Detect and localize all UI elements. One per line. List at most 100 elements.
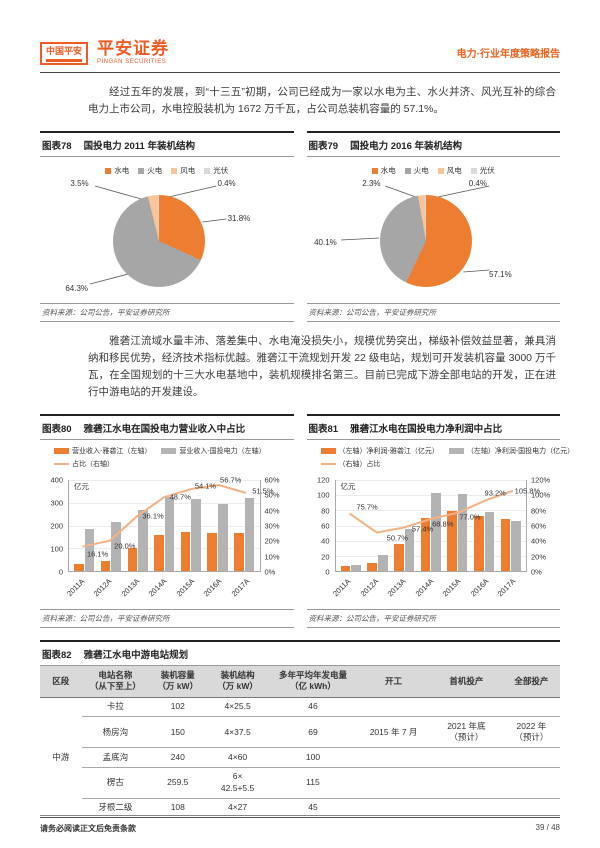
figure-79: 图表79 国投电力 2016 年装机结构 水电 火电 风电 光伏 57.1% 40.1% 2… (306, 131, 561, 322)
table-cell: 卡拉 (106, 701, 124, 712)
bar-group (417, 480, 444, 571)
legend-row: 营业收入-雅砻江（左轴） 营业收入-国投电力（左轴） (40, 446, 294, 456)
table-cell: 6× 42.5+5.5 (206, 766, 269, 799)
axis-tick: 120% (531, 475, 551, 485)
gridline (69, 548, 260, 550)
gridline (335, 495, 526, 497)
legend-swatch (54, 463, 69, 465)
pie-chart (379, 195, 472, 287)
leader-line (462, 269, 489, 273)
pie-chart-2016: 水电 火电 风电 光伏 57.1% 40.1% 2.3% 0.4% (307, 165, 561, 300)
bar (127, 548, 138, 571)
table-cell (357, 747, 430, 768)
legend-item: （右轴）占比 (320, 459, 381, 469)
table-header-cell: 多年平均年发电量 （亿 kWh） (268, 666, 358, 698)
legend-swatch (404, 167, 411, 174)
x-axis-label: 2016A (201, 576, 224, 599)
figure-78-header: 图表78 国投电力 2011 年装机结构 (40, 131, 294, 157)
bar (447, 511, 457, 571)
table-row: 孟底沟 240 4×60 100 (40, 747, 560, 768)
table-cell: 240 (149, 747, 207, 768)
pie-slice-label: 2.3% (362, 179, 381, 188)
legend-label: 风电 (446, 166, 462, 175)
figure-title: 雅砻江水电在国投电力净利润中占比 (350, 424, 503, 435)
x-axis-label: 2017A (229, 576, 252, 599)
y-axis-left: 0 20 40 60 80 100 120 (307, 476, 333, 577)
pie-legend: 水电 火电 风电 光伏 (307, 165, 561, 176)
table-cell: 259.5 (149, 766, 207, 799)
table-cell (429, 797, 503, 818)
source-note: 资料来源：公司公告，平安证券研究所 (40, 303, 294, 322)
plot-area: 亿元 75.7% 50.7% 57.4% 68.8% 77.0% 93.2% 105.8% (334, 480, 540, 572)
table-cell: 150 (149, 716, 207, 748)
legend-item: 营业收入-雅砻江（左轴） (54, 446, 151, 456)
x-axis-label: 2011A (64, 576, 87, 599)
axis-tick: 80% (531, 506, 547, 516)
table-header-cell: 电站名称 （从下至上） (81, 666, 150, 698)
x-axis-label: 2017A (495, 576, 518, 599)
section-cell: 中游 (52, 751, 70, 762)
legend-swatch (171, 167, 178, 174)
bar (180, 532, 191, 571)
table-cell (502, 797, 560, 818)
x-axis: 2011A 2012A 2013A 2014A 2015A 2016A 2017A (331, 574, 528, 606)
unit-label: 亿元 (340, 482, 356, 491)
figure-row-combos: 图表80 雅砻江水电在国投电力营业收入中占比 营业收入-雅砻江（左轴） 营业收入-… (40, 414, 574, 628)
table-cell: 牙根二级 (81, 797, 150, 818)
table-cell (502, 766, 560, 799)
legend-label: 光伏 (213, 166, 229, 175)
table-cell: 2021 年底 （预计） (429, 716, 503, 748)
line-label: 48.7% (169, 492, 191, 502)
table-cell (502, 747, 560, 768)
line-label: 56.7% (220, 475, 242, 485)
pingan-securities-logo: 平安证券 PINGAN SECURITIES (97, 40, 169, 65)
x-axis-label: 2013A (385, 576, 408, 599)
bar (500, 518, 511, 571)
table-header-cell: 区段 (40, 666, 82, 698)
legend-row: （左轴）净利润-雅砻江（亿元） （左轴）净利润-国投电力（亿元） (307, 446, 574, 456)
table-cell: 115 (268, 766, 358, 799)
legend-label: （左轴）净利润-雅砻江（亿元） (338, 448, 439, 455)
table-cell: 4×60 (206, 747, 269, 768)
x-axis-label: 2013A (119, 576, 142, 599)
gridline (335, 525, 526, 527)
line-label: 93.2% (484, 488, 506, 498)
axis-tick: 60% (264, 475, 280, 485)
gridline (69, 525, 260, 527)
axis-tick: 40 (321, 536, 330, 546)
figure-title: 国投电力 2011 年装机结构 (83, 141, 195, 152)
gridline (335, 555, 526, 557)
table-cell (429, 747, 503, 768)
table-header-cell: 装机容量 （万 kW） (149, 666, 207, 698)
axis-tick: 60 (321, 521, 330, 531)
pie-slice-label: 0.4% (468, 179, 487, 188)
bar (191, 499, 201, 571)
axis-tick: 0% (531, 567, 542, 577)
figure-label: 图表80 (42, 424, 72, 435)
bar (473, 516, 484, 571)
x-axis-label: 2014A (413, 576, 436, 599)
bar-group (444, 480, 471, 571)
axis-tick: 120 (316, 475, 330, 485)
brand-subtitle: PINGAN SECURITIES (97, 59, 167, 65)
bar (234, 533, 244, 571)
pie-chart (113, 195, 206, 287)
page-number: 39 / 48 (535, 823, 560, 832)
figure-label: 图表81 (308, 424, 339, 435)
pie-slice-label: 40.1% (314, 238, 337, 247)
x-axis: 2011A 2012A 2013A 2014A 2015A 2016A 2017A (64, 574, 261, 606)
legend-label: 营业收入-雅砻江（左轴） (72, 448, 152, 455)
legend-item: 占比（右轴） (54, 459, 114, 469)
source-note: 资料来源：公司公告，平安证券研究所 (306, 303, 560, 322)
legend-label: 火电 (413, 166, 429, 175)
axis-tick: 0% (264, 567, 276, 577)
pie-slice-label: 3.5% (70, 179, 89, 188)
bar (84, 528, 95, 571)
leader-line (432, 185, 489, 199)
x-axis-label: 2012A (91, 576, 114, 599)
trend-line (336, 480, 527, 571)
y-axis-right: 0% 20% 40% 60% 80% 100% 120% (528, 476, 560, 577)
table-cell: 102 (170, 701, 185, 712)
bar (154, 535, 164, 571)
axis-tick: 10% (264, 552, 280, 562)
